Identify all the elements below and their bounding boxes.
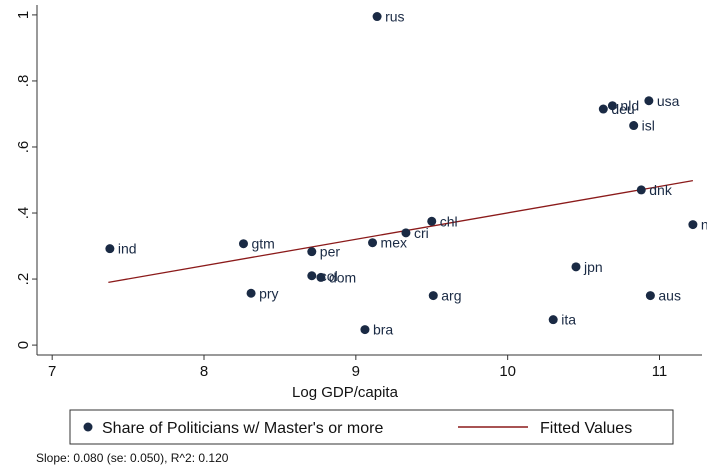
- y-axis: 0 .2 .4 .6 .8 1: [15, 5, 38, 355]
- x-axis: 7 8 9 10 11: [37, 354, 702, 380]
- scatter-point-pry: [246, 288, 256, 298]
- plot-frame: [37, 5, 702, 355]
- scatter-points: rususanlddeuisldnknorchlcrimexgtmindperc…: [105, 9, 707, 338]
- legend: Share of Politicians w/ Master's or more…: [69, 409, 674, 445]
- legend-scatter-label: Share of Politicians w/ Master's or more: [102, 420, 383, 437]
- scatter-point-jpn: [571, 262, 581, 272]
- scatter-point-nld: [607, 101, 617, 111]
- x-tick-label: 7: [48, 363, 56, 380]
- fitted-line-group: [108, 180, 694, 283]
- scatter-point-arg: [428, 291, 438, 301]
- point-label-nor: nor: [701, 217, 707, 233]
- scatter-point-dnk: [636, 185, 646, 195]
- legend-box: [69, 409, 674, 445]
- x-tick-label: 8: [200, 363, 208, 380]
- point-label-rus: rus: [385, 9, 404, 25]
- point-label-ind: ind: [118, 241, 137, 257]
- point-label-cri: cri: [414, 225, 429, 241]
- y-tick-label: .6: [15, 141, 32, 154]
- point-label-usa: usa: [657, 93, 680, 109]
- scatter-point-rus: [372, 12, 382, 22]
- point-label-aus: aus: [658, 288, 681, 304]
- x-tick-label: 11: [652, 363, 668, 380]
- legend-scatter-marker: [83, 422, 93, 432]
- point-label-arg: arg: [441, 288, 461, 304]
- scatter-point-mex: [368, 238, 378, 248]
- x-tick-label: 9: [352, 363, 360, 380]
- scatter-point-aus: [645, 291, 655, 301]
- regression-note: Slope: 0.080 (se: 0.050), R^2: 0.120: [36, 451, 229, 465]
- scatter-point-ind: [105, 244, 115, 254]
- scatter-point-cri: [401, 228, 411, 238]
- point-label-mex: mex: [381, 235, 407, 251]
- scatter-point-usa: [644, 96, 654, 106]
- scatter-point-dom: [316, 272, 326, 282]
- y-tick-label: .8: [15, 75, 32, 88]
- point-label-jpn: jpn: [583, 259, 603, 275]
- x-axis-title: Log GDP/capita: [292, 384, 399, 401]
- scatter-point-bra: [360, 325, 370, 335]
- y-tick-label: 1: [15, 11, 32, 19]
- scatter-point-nor: [688, 220, 698, 230]
- y-tick-label: 0: [15, 341, 32, 349]
- scatter-point-gtm: [238, 239, 248, 249]
- legend-line-label: Fitted Values: [540, 420, 632, 437]
- y-tick-label: .4: [15, 207, 32, 220]
- point-label-per: per: [320, 244, 341, 260]
- point-label-chl: chl: [440, 213, 458, 229]
- point-label-ita: ita: [561, 312, 576, 328]
- scatter-point-deu: [598, 104, 608, 114]
- fitted-values-line: [108, 180, 694, 283]
- point-label-bra: bra: [373, 322, 393, 338]
- point-label-dnk: dnk: [649, 182, 673, 198]
- point-label-gtm: gtm: [251, 236, 274, 252]
- point-label-nld: nld: [620, 98, 639, 114]
- scatter-point-chl: [427, 216, 437, 226]
- scatter-point-isl: [629, 121, 639, 131]
- scatter-point-ita: [548, 315, 558, 325]
- y-tick-label: .2: [15, 273, 32, 286]
- scatter-point-col: [307, 271, 317, 281]
- point-label-dom: dom: [329, 269, 356, 285]
- point-label-pry: pry: [259, 285, 278, 301]
- point-label-deu: deu: [611, 101, 634, 117]
- x-tick-label: 10: [499, 363, 516, 380]
- scatter-point-per: [307, 247, 317, 257]
- point-label-isl: isl: [642, 118, 655, 134]
